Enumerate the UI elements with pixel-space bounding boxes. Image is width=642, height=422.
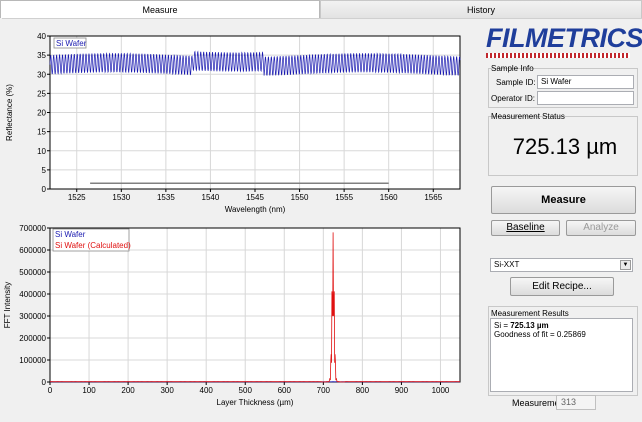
- y-tick-label: 35: [37, 51, 46, 60]
- fft-chart: 0 100 200 300 400 500 600 700 800 900 1000 0 100000 2…: [3, 224, 461, 407]
- y-tick-label: 500000: [19, 268, 46, 277]
- x-tick-label: 1000: [432, 386, 450, 395]
- x-tick-label: 1545: [246, 193, 264, 202]
- x-tick-label: 0: [48, 386, 53, 395]
- measurement-status-group: [488, 116, 638, 176]
- tab-history[interactable]: History: [320, 0, 642, 18]
- result-line-thickness: Si = 725.13 µm: [494, 321, 629, 330]
- measurement-results-box[interactable]: Si = 725.13 µm Goodness of fit = 0.25869: [490, 318, 633, 392]
- x-tick-label: 1560: [380, 193, 398, 202]
- y-axis-label: Reflectance (%): [5, 84, 14, 141]
- fft-calculated-series-line: [50, 232, 460, 383]
- x-tick-label: 300: [160, 386, 174, 395]
- x-tick-label: 200: [121, 386, 135, 395]
- x-axis-label: Wavelength (nm): [225, 205, 286, 214]
- measurement-count-label: Measurement #: [512, 398, 575, 408]
- operator-id-field[interactable]: [537, 91, 634, 105]
- y-tick-label: 0: [42, 378, 47, 387]
- logo-text: FILMETRICS: [486, 23, 642, 53]
- legend-box: [53, 37, 87, 49]
- x-tick-label: 1530: [112, 193, 130, 202]
- y-tick-label: 400000: [19, 290, 46, 299]
- result-prefix: Si =: [494, 321, 511, 330]
- reflectance-series-line: [49, 50, 461, 77]
- measure-button[interactable]: Measure: [491, 186, 636, 214]
- sample-id-field[interactable]: Si Wafer: [537, 75, 634, 89]
- measurement-count-value: 313: [556, 395, 596, 410]
- legend-entry-si-wafer: Si Wafer: [56, 39, 87, 48]
- x-tick-label: 700: [317, 386, 331, 395]
- y-tick-label: 25: [37, 89, 46, 98]
- tab-bar: Measure History: [0, 0, 642, 18]
- x-tick-label: 900: [395, 386, 409, 395]
- x-tick-label: 500: [239, 386, 253, 395]
- recipe-select-value: Si-XXT: [494, 260, 520, 269]
- plot-frame: [49, 35, 461, 190]
- measurement-results-title: Measurement Results: [491, 309, 569, 318]
- x-tick-label: 800: [356, 386, 370, 395]
- operator-id-label: Operator ID:: [491, 94, 536, 103]
- y-tick-label: 700000: [19, 224, 46, 233]
- measurement-status-value: 725.13 µm: [512, 134, 618, 159]
- x-axis-label: Layer Thickness (µm): [217, 398, 294, 407]
- x-tick-label: 1550: [291, 193, 309, 202]
- y-tick-label: 200000: [19, 334, 46, 343]
- filmetrics-logo: FILMETRICS: [486, 23, 642, 64]
- x-tick-label: 100: [82, 386, 96, 395]
- sample-id-label: Sample ID:: [496, 78, 536, 87]
- reflectance-chart: 1525 1530 1535 1540 1545 1550 1555 1560 15650510…: [5, 32, 461, 214]
- y-tick-label: 100000: [19, 356, 46, 365]
- y-tick-label: 600000: [19, 246, 46, 255]
- result-thickness-value: 725.13 µm: [510, 321, 549, 330]
- plot-area: [50, 228, 460, 382]
- recipe-select[interactable]: Si-XXT ▼: [490, 258, 633, 272]
- logo-stripe: [486, 53, 630, 58]
- x-tick-label: 1565: [424, 193, 442, 202]
- result-line-goodness: Goodness of fit = 0.25869: [494, 330, 586, 339]
- chevron-down-icon[interactable]: ▼: [620, 260, 631, 270]
- edit-recipe-button[interactable]: Edit Recipe...: [510, 277, 614, 296]
- sample-info-title: Sample Info: [491, 64, 534, 73]
- legend-entry-si-wafer-calculated: Si Wafer (Calculated): [55, 241, 131, 250]
- y-tick-label: 10: [37, 147, 46, 156]
- y-tick-label: 15: [37, 128, 46, 137]
- y-axis-label: FFT Intensity: [3, 282, 12, 329]
- baseline-button[interactable]: Baseline: [491, 220, 560, 236]
- y-tick-label: 5: [42, 166, 47, 175]
- legend-entry-si-wafer: Si Wafer: [55, 230, 86, 239]
- x-tick-label: 1535: [157, 193, 175, 202]
- y-tick-label: 300000: [19, 312, 46, 321]
- y-tick-label: 20: [37, 109, 46, 118]
- sample-info-group: [488, 68, 638, 108]
- analyze-button[interactable]: Analyze: [566, 220, 636, 236]
- x-tick-label: 1555: [335, 193, 353, 202]
- x-tick-label: 600: [278, 386, 292, 395]
- y-tick-label: 30: [37, 70, 46, 79]
- x-tick-label: 1540: [202, 193, 220, 202]
- y-tick-label: 40: [37, 32, 46, 41]
- measurement-status-title: Measurement Status: [491, 112, 565, 121]
- y-tick-label: 0: [42, 185, 47, 194]
- x-tick-label: 400: [200, 386, 214, 395]
- x-tick-label: 1525: [68, 193, 86, 202]
- legend-box: [52, 228, 130, 252]
- tab-measure[interactable]: Measure: [0, 0, 320, 18]
